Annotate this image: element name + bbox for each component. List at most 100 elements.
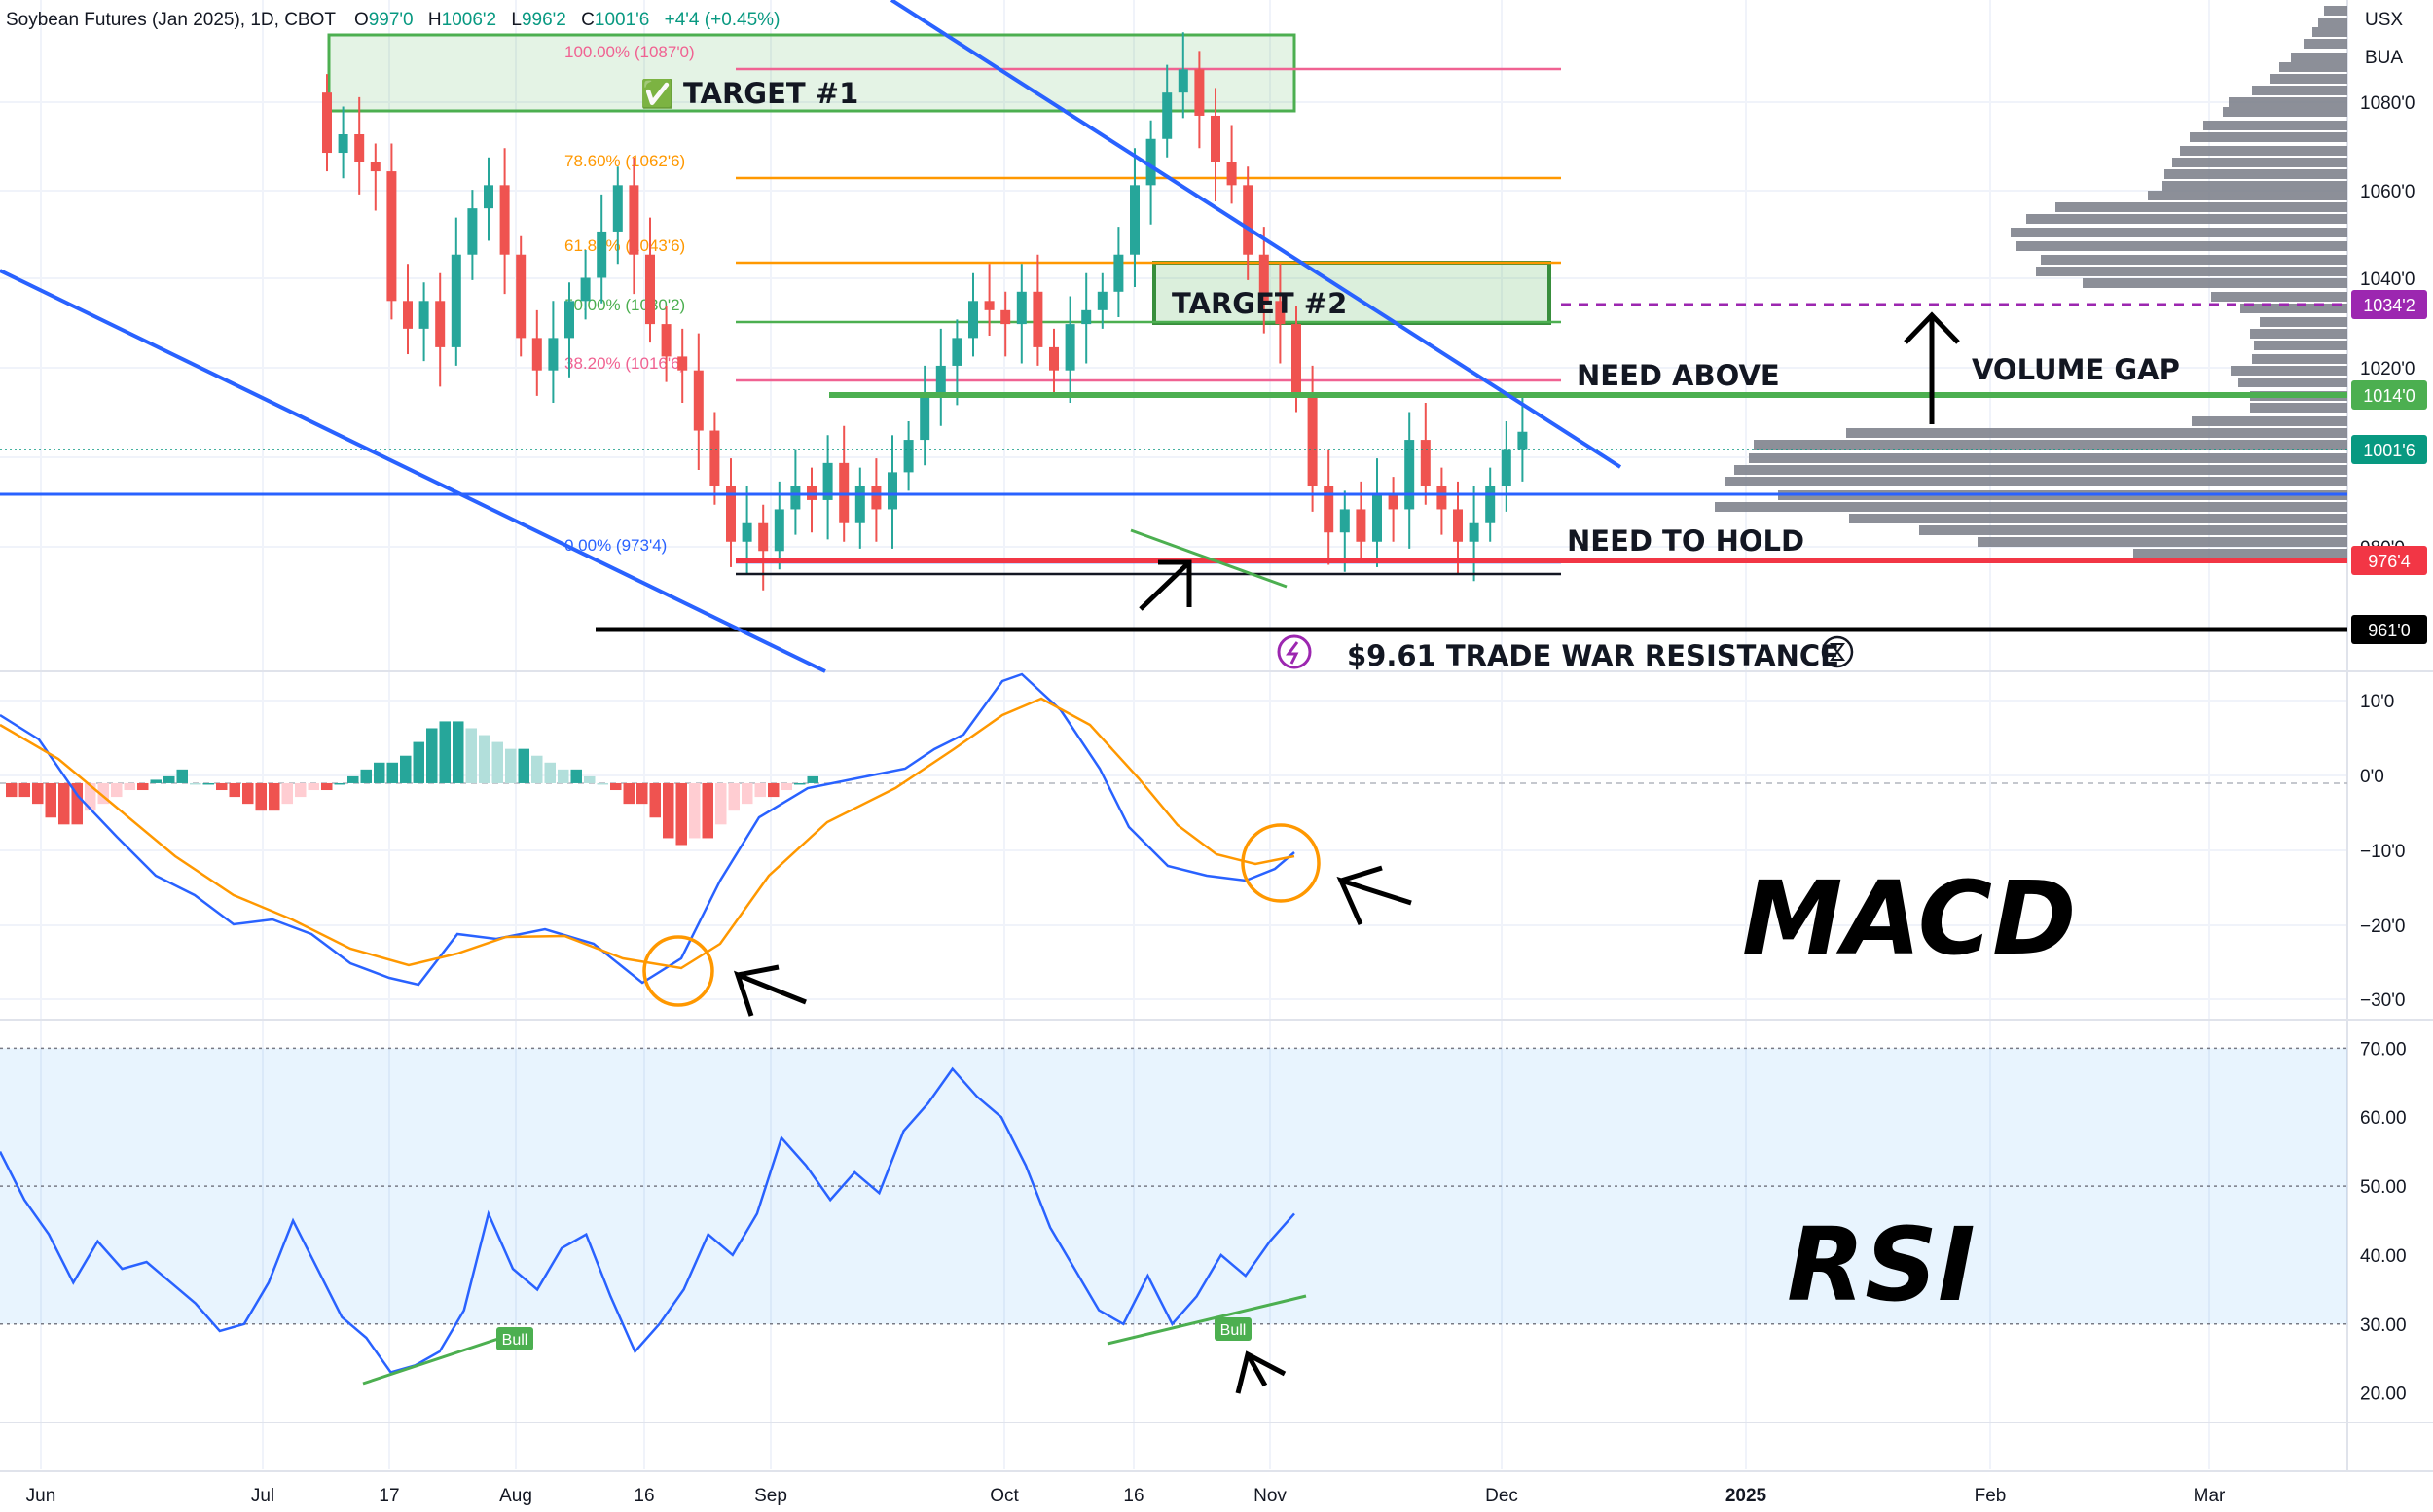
volume-profile-bar xyxy=(2026,214,2347,224)
hourglass-icon xyxy=(1830,643,1845,661)
volume-profile-bar xyxy=(2250,403,2347,413)
volume-profile-bar xyxy=(1849,514,2347,523)
crossover-circle xyxy=(642,935,714,1007)
macd-tick: 10'0 xyxy=(2360,692,2394,712)
time-tick: Nov xyxy=(1253,1486,1287,1506)
macd-histogram-bar xyxy=(45,782,56,818)
candle-body xyxy=(580,277,591,302)
macd-line xyxy=(0,672,1295,987)
arrow-icon xyxy=(1139,559,1192,611)
candle-body xyxy=(693,370,704,431)
high-label: H xyxy=(428,10,442,30)
macd-histogram-bar xyxy=(360,769,372,783)
volume-gap-label: VOLUME GAP xyxy=(1972,353,2180,386)
candle-body xyxy=(1307,393,1318,486)
price-tag-label: 1034'2 xyxy=(2363,296,2415,315)
macd-histogram-bar xyxy=(689,782,701,839)
candle-body xyxy=(1178,69,1188,93)
macd-histogram-bar xyxy=(32,782,44,805)
candle-body xyxy=(629,185,639,255)
rsi-title: RSI xyxy=(1787,1206,1976,1324)
volume-profile-bar xyxy=(2260,317,2347,327)
candle-body xyxy=(1130,185,1140,255)
unit-button[interactable]: BUA xyxy=(2365,48,2403,68)
macd-histogram-bar xyxy=(702,782,713,839)
up-arrow-icon xyxy=(1904,311,1960,424)
macd-histogram-bar xyxy=(308,782,319,791)
candle-body xyxy=(612,185,623,232)
time-tick: 16 xyxy=(1123,1486,1144,1506)
candle-body xyxy=(645,254,655,325)
volume-profile-bar xyxy=(2254,341,2347,350)
currency-button[interactable]: USX xyxy=(2365,10,2403,30)
macd-histogram-bar xyxy=(439,721,451,783)
volume-profile-bar xyxy=(2164,169,2347,179)
volume-profile-bar xyxy=(2203,121,2347,130)
macd-histogram-bar xyxy=(491,741,503,783)
volume-profile-bar xyxy=(2270,74,2347,84)
volume-profile-bar xyxy=(2083,278,2347,288)
candle-body xyxy=(1275,301,1286,325)
candle-body xyxy=(548,338,559,371)
candle-body xyxy=(1243,185,1253,255)
trade-war-label: $9.61 TRADE WAR RESISTANCE xyxy=(1347,639,1839,672)
fib-level-label: 100.00% (1087'0) xyxy=(564,43,695,61)
candle-body xyxy=(790,486,801,510)
macd-histogram-bar xyxy=(242,782,254,805)
candle-body xyxy=(1000,309,1011,325)
candle-body xyxy=(1356,509,1366,542)
volume-profile-bar xyxy=(2252,86,2347,95)
macd-histogram-bar xyxy=(663,782,674,839)
macd-histogram-bar xyxy=(505,748,517,783)
volume-profile-bar xyxy=(2172,158,2347,167)
volume-profile-bar xyxy=(2180,146,2347,156)
bull-badge xyxy=(1215,1317,1252,1341)
candle-body xyxy=(1291,324,1301,394)
candle-body xyxy=(709,430,720,486)
candle-body xyxy=(984,301,995,310)
volume-profile-bar xyxy=(2318,18,2347,27)
candle-body xyxy=(1388,495,1398,510)
macd-histogram-bar xyxy=(400,755,412,783)
volume-profile-bar xyxy=(1978,537,2347,547)
price-tick: 1020'0 xyxy=(2360,359,2415,379)
macd-histogram-bar xyxy=(807,775,818,783)
rsi-line xyxy=(0,1066,1295,1374)
candle-body xyxy=(1113,254,1124,292)
close-label: C xyxy=(581,10,595,30)
arrow-icon xyxy=(733,964,807,1017)
volume-profile-bar xyxy=(2041,255,2347,265)
macd-histogram-bar xyxy=(675,782,687,846)
rsi-tick: 20.00 xyxy=(2360,1385,2407,1405)
volume-profile-bar xyxy=(1754,440,2347,450)
candle-body xyxy=(1404,440,1415,510)
volume-profile-bar xyxy=(1846,428,2347,438)
rsi-tick: 40.00 xyxy=(2360,1246,2407,1267)
macd-tick: −30'0 xyxy=(2360,990,2405,1011)
fib-level-label: 50.00% (1030'2) xyxy=(564,296,685,314)
volume-profile-bar xyxy=(2016,241,2347,251)
macd-histogram-bar xyxy=(334,782,345,785)
candle-body xyxy=(1339,509,1350,533)
fib-level-label: 38.20% (1016'6) xyxy=(564,354,685,373)
candle-body xyxy=(1162,92,1173,139)
rsi-tick: 30.00 xyxy=(2360,1315,2407,1336)
macd-histogram-bar xyxy=(597,782,608,785)
svg-text:Soybean Futures (Jan 2025), 1D: Soybean Futures (Jan 2025), 1D, CBOT O99… xyxy=(6,10,780,30)
macd-histogram-bar xyxy=(544,762,556,783)
macd-histogram-bar xyxy=(610,782,622,791)
candle-body xyxy=(1226,162,1237,186)
candle-body xyxy=(1501,449,1511,486)
volume-profile-bar xyxy=(2291,53,2347,62)
time-tick: Aug xyxy=(499,1486,532,1506)
price-tick: 1040'0 xyxy=(2360,270,2415,290)
low-label: L xyxy=(511,10,522,30)
volume-profile-bar xyxy=(1734,465,2347,475)
need-above-label: NEED ABOVE xyxy=(1577,359,1780,392)
volume-profile-bar xyxy=(2190,132,2347,142)
price-tag-label: 1001'6 xyxy=(2363,441,2415,460)
candle-body xyxy=(322,92,332,154)
macd-histogram-bar xyxy=(6,782,18,798)
rsi-tick: 70.00 xyxy=(2360,1039,2407,1060)
